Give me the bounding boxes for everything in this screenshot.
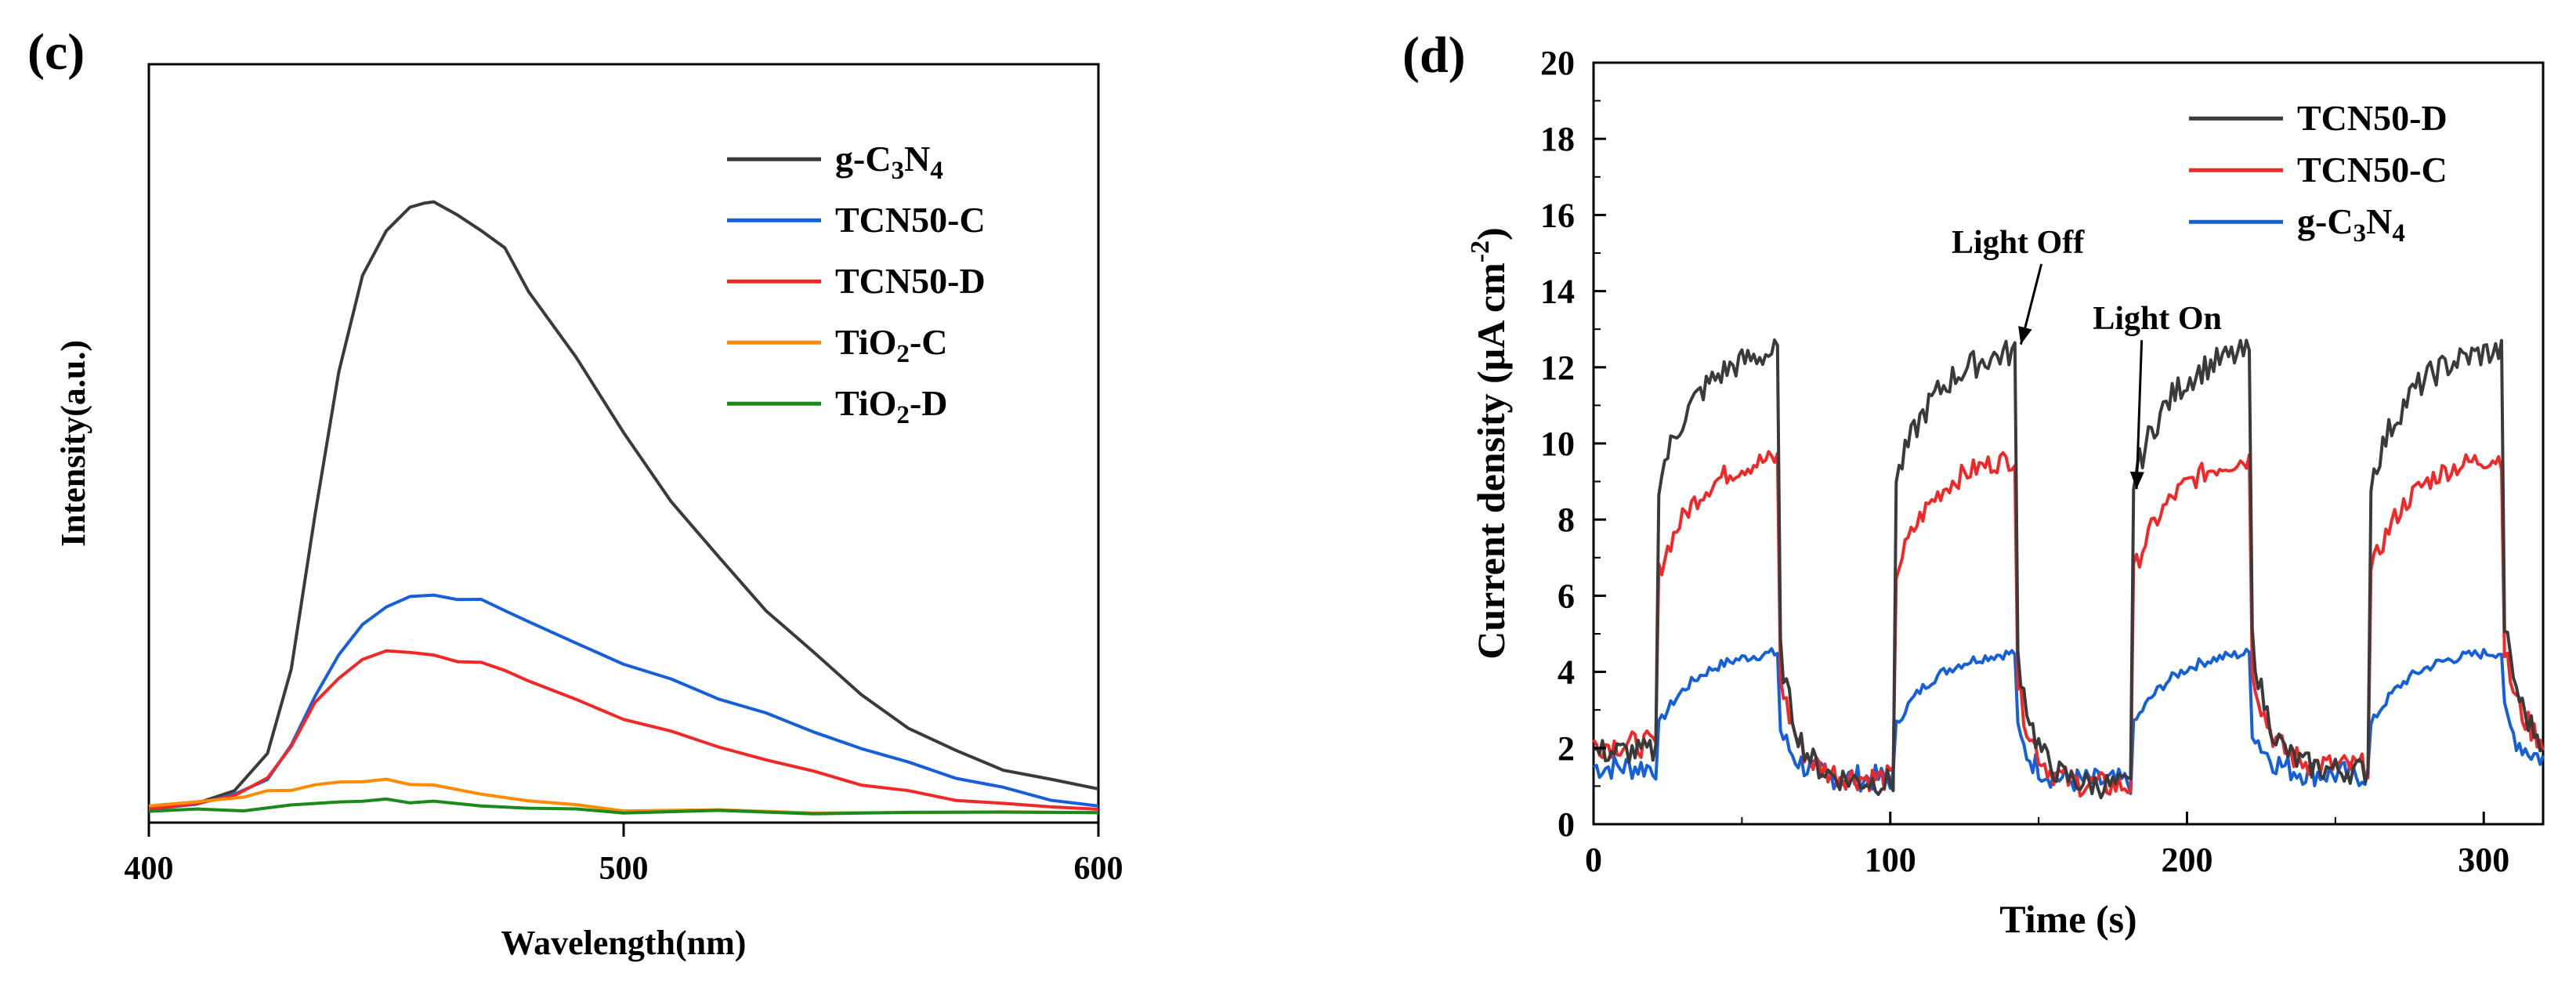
panel-d-x-tick-label-1: 100 xyxy=(1865,841,1916,879)
panel-d: (d) 0 100 200 300 0 2 4 6 8 10 12 14 16 18 20 Time (s… xyxy=(1402,27,2545,941)
panel-c-series-line-1 xyxy=(148,593,1099,811)
panel-d-legend-label-1-part-0: TCN50-C xyxy=(2297,150,2448,190)
panel-c-label: (c) xyxy=(27,24,85,81)
panel-d-y-tick-label-7: 14 xyxy=(1540,273,1575,311)
panel-d-legend-label-0-part-0: TCN50-D xyxy=(2297,98,2448,138)
panel-c-series-line-2 xyxy=(148,649,1099,811)
panel-c-series-line-3 xyxy=(148,777,1099,815)
panel-d-y-axis-label-prefix: Current density (μA cm xyxy=(1469,262,1513,660)
panel-d-y-axis-label-sup: -2 xyxy=(1466,241,1495,262)
panel-d-legend-label-1: TCN50-C xyxy=(2297,150,2448,190)
panel-d-x-tick-label-3: 300 xyxy=(2458,841,2509,879)
panel-c-x-tick-label-1: 500 xyxy=(599,851,649,887)
panel-d-x-ticks: 0 100 200 300 xyxy=(1585,812,2509,879)
panel-d-series-line-1 xyxy=(1592,450,2545,798)
panel-c-x-tick-label-2: 600 xyxy=(1074,851,1123,887)
panel-d-annotation-text-1: Light On xyxy=(2093,301,2222,337)
panel-c-legend-label-0-part-3: 4 xyxy=(930,156,943,185)
panel-c-legend-label-4: TiO2-D xyxy=(835,383,948,429)
panel-c-x-ticks: 400 500 600 xyxy=(125,823,1123,887)
panel-d-label: (d) xyxy=(1402,27,1466,84)
panel-d-legend-label-2-part-0: g-C xyxy=(2297,201,2353,241)
panel-c-legend-label-3-part-2: -C xyxy=(910,322,948,362)
panel-d-y-tick-label-3: 6 xyxy=(1558,577,1575,615)
panel-d-annotation-arrow-1 xyxy=(2135,340,2144,490)
panel-c-legend-label-2: TCN50-D xyxy=(835,261,986,301)
panel-c-x-tick-label-0: 400 xyxy=(125,851,174,887)
panel-c: (c) 400 500 600 Wavelength(nm) Intensity(a… xyxy=(27,24,1123,962)
panel-d-y-tick-label-2: 4 xyxy=(1558,653,1575,692)
panel-d-y-tick-label-10: 20 xyxy=(1540,44,1575,82)
panel-d-legend: TCN50-D TCN50-C g-C3N4 xyxy=(2189,98,2448,248)
panel-c-series-line-4 xyxy=(148,797,1099,816)
panel-c-legend-label-0-part-1: 3 xyxy=(892,156,905,185)
panel-c-legend-label-2-part-0: TCN50-D xyxy=(835,261,986,301)
panel-d-x-axis-label: Time (s) xyxy=(1999,897,2136,941)
panel-d-legend-label-2-part-2: N xyxy=(2366,201,2392,241)
panel-c-legend-label-1: TCN50-C xyxy=(835,200,986,240)
panel-c-series-group xyxy=(148,200,1099,816)
panel-d-legend-label-2-part-1: 3 xyxy=(2353,219,2367,248)
panel-c-legend-label-3-part-1: 2 xyxy=(896,339,910,368)
panel-d-x-tick-label-0: 0 xyxy=(1585,841,1602,879)
panel-c-legend-label-3: TiO2-C xyxy=(835,322,948,368)
panel-d-annotation-arrowhead-1 xyxy=(2129,472,2144,490)
panel-c-y-axis-label: Intensity(a.u.) xyxy=(54,340,92,547)
panel-d-y-tick-label-4: 8 xyxy=(1558,501,1575,539)
panel-c-legend-label-0-part-0: g-C xyxy=(835,139,892,179)
panel-d-y-ticks: 0 2 4 6 8 10 12 14 16 18 20 xyxy=(1540,44,1606,844)
panel-d-y-axis-label-suffix: ) xyxy=(1469,227,1513,241)
panel-d-y-axis-label: Current density (μA cm-2) xyxy=(1466,227,1513,660)
panel-c-legend-label-3-part-0: TiO xyxy=(835,322,896,362)
panel-d-annotations: Light Off Light On xyxy=(1952,225,2222,490)
panel-d-x-tick-label-2: 200 xyxy=(2162,841,2213,879)
panel-d-y-tick-label-0: 0 xyxy=(1558,805,1575,844)
panel-c-x-axis-label: Wavelength(nm) xyxy=(501,924,747,962)
panel-d-legend-label-0: TCN50-D xyxy=(2297,98,2448,138)
panel-c-plot-frame xyxy=(147,63,1100,824)
panel-c-legend-label-0-part-2: N xyxy=(904,139,930,179)
panel-d-y-tick-label-9: 18 xyxy=(1540,120,1575,158)
panel-d-y-tick-label-1: 2 xyxy=(1558,729,1575,768)
panel-d-annotation-arrowhead-0 xyxy=(2018,326,2032,345)
panel-d-y-tick-label-5: 10 xyxy=(1540,425,1575,463)
panel-c-legend-label-4-part-0: TiO xyxy=(835,383,896,423)
panel-d-legend-label-2-part-3: 4 xyxy=(2392,219,2405,248)
panel-d-y-tick-label-6: 12 xyxy=(1540,349,1575,387)
panel-d-series-line-0 xyxy=(1592,338,2544,800)
panel-c-series-line-0 xyxy=(148,200,1099,811)
panel-d-y-tick-label-8: 16 xyxy=(1540,196,1575,234)
panel-d-annotation-text-0: Light Off xyxy=(1952,225,2085,261)
panel-d-series-line-2 xyxy=(1592,647,2545,795)
panel-c-legend-label-1-part-0: TCN50-C xyxy=(835,200,986,240)
panel-d-legend-label-2: g-C3N4 xyxy=(2297,201,2405,248)
panel-d-series-group xyxy=(1592,338,2545,800)
panel-c-legend-label-0: g-C3N4 xyxy=(835,139,943,185)
panel-c-legend-label-4-part-1: 2 xyxy=(896,400,910,429)
panel-c-legend-label-4-part-2: -D xyxy=(910,383,948,423)
